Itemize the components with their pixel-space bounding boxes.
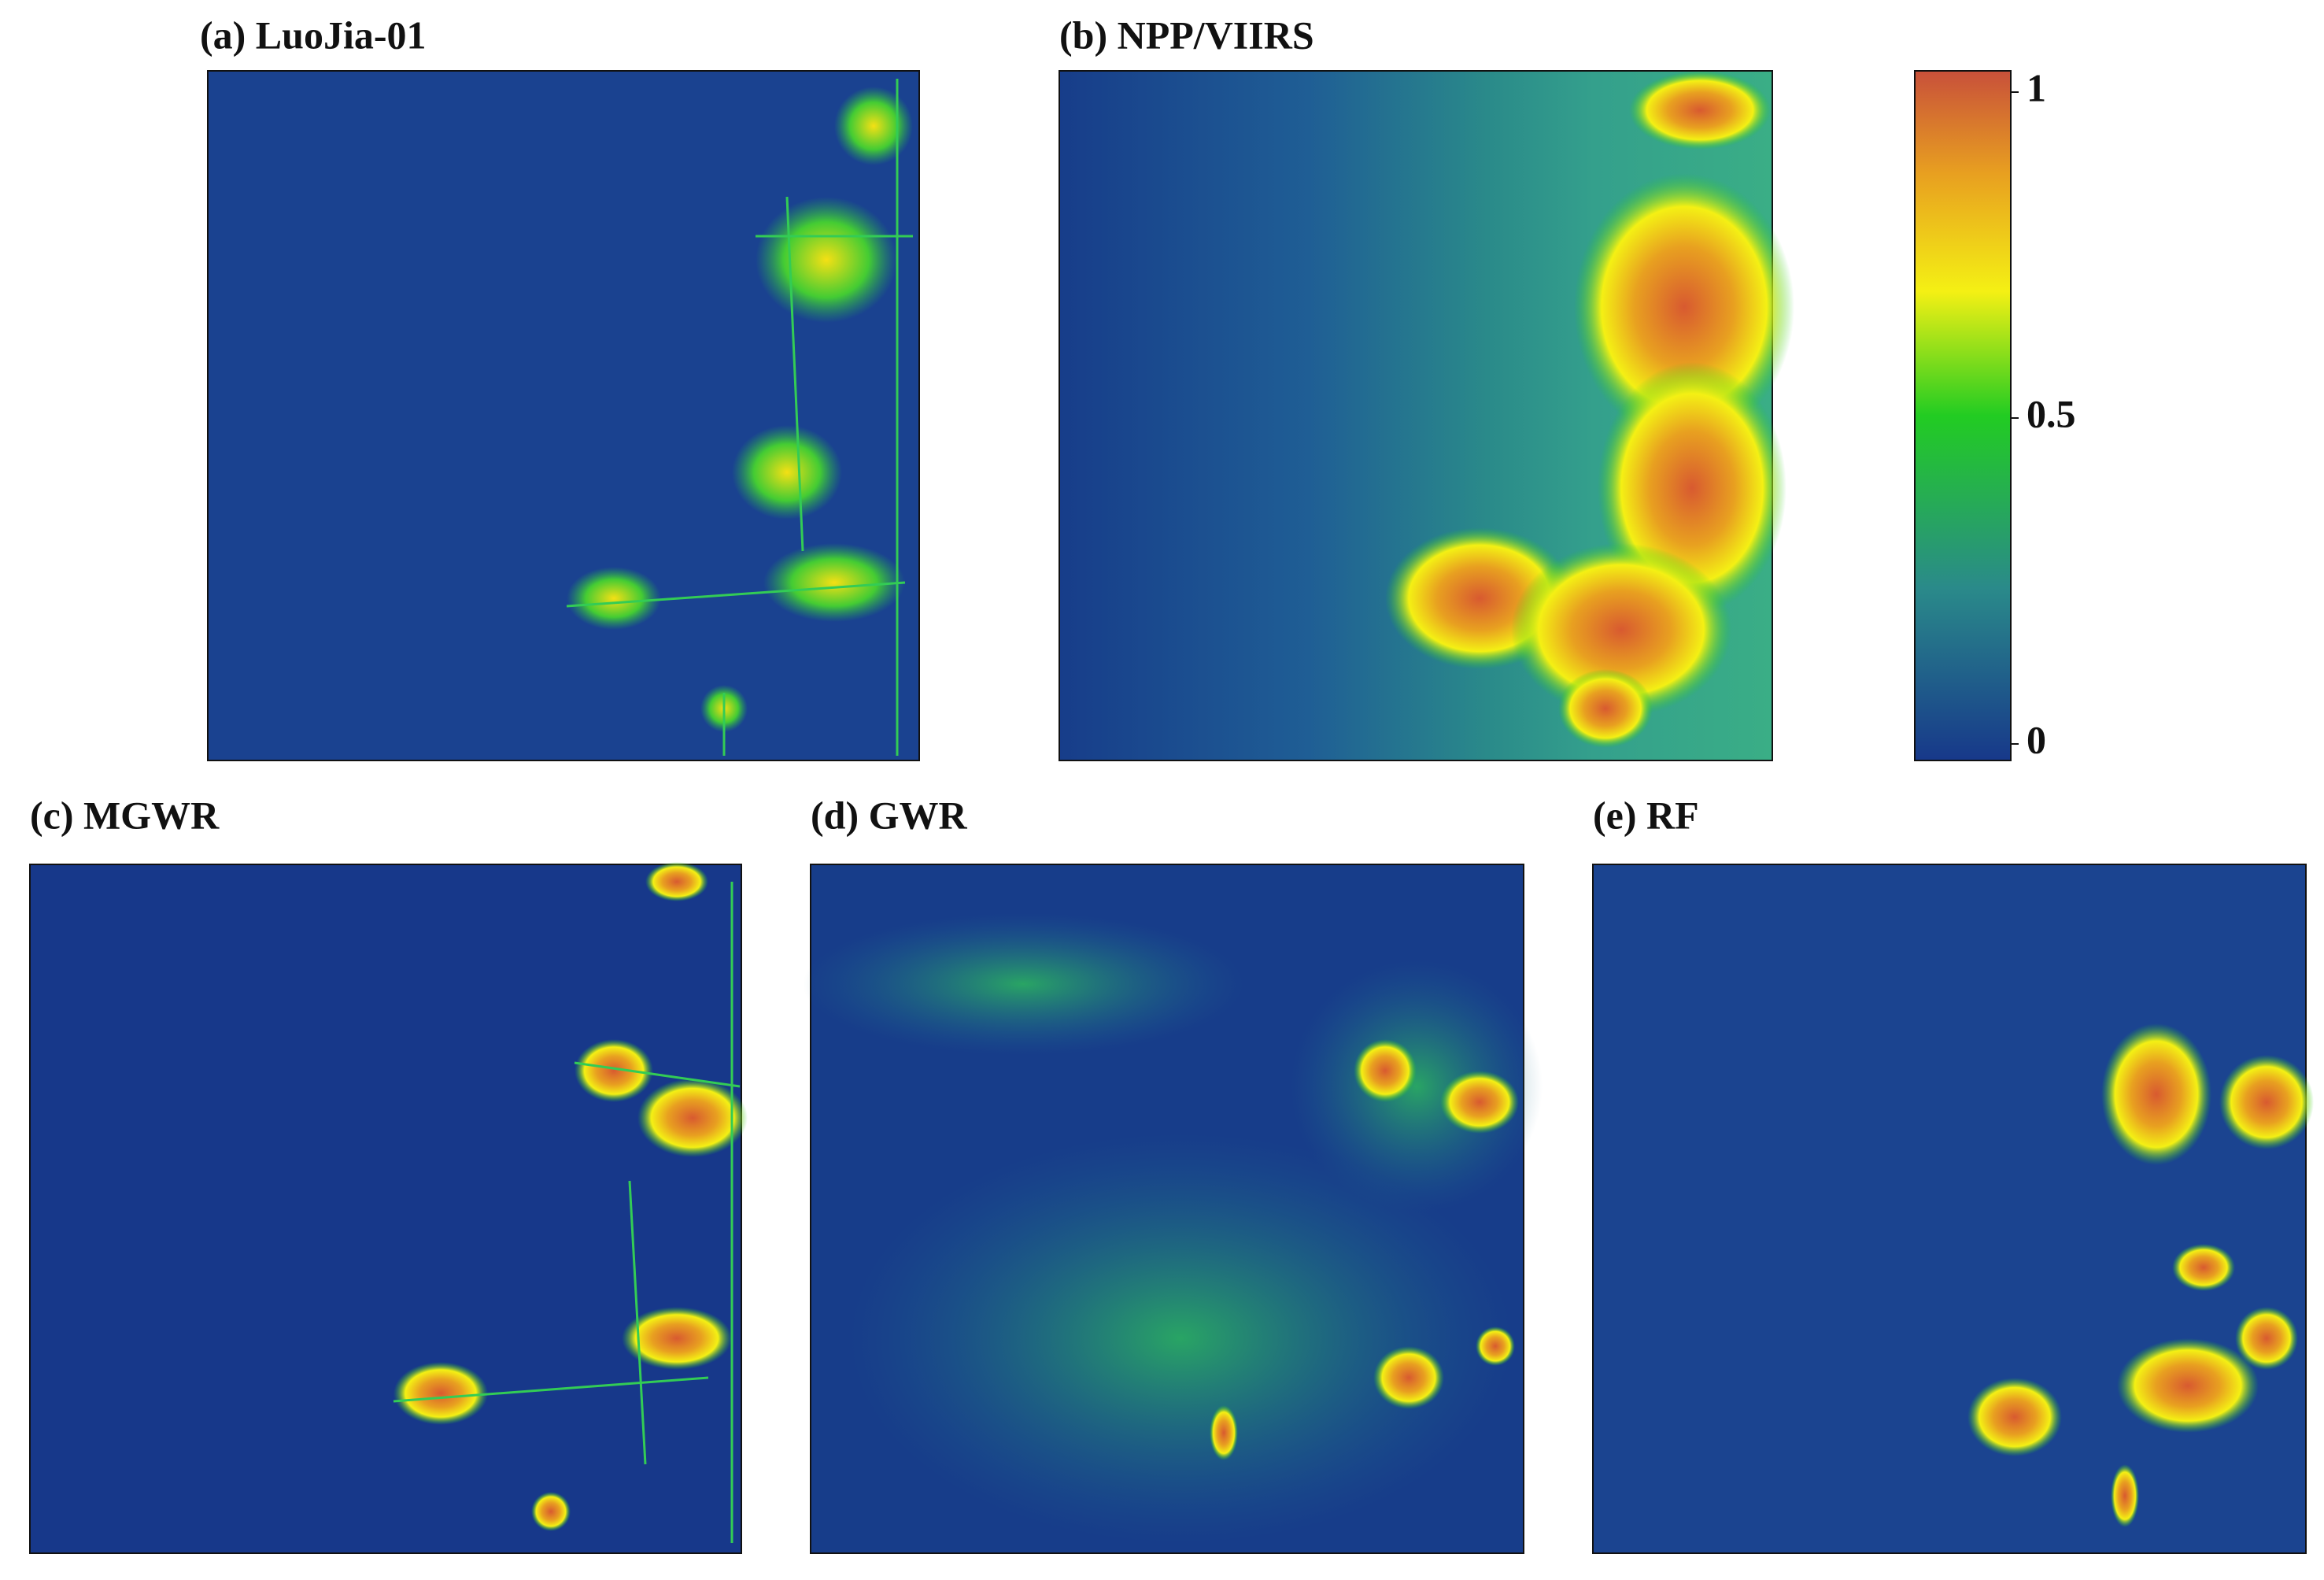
panel-label: (d) GWR bbox=[811, 793, 968, 837]
panel-label: (e) RF bbox=[1593, 793, 1699, 837]
image-d bbox=[803, 864, 1543, 1554]
panel-label: (c) MGWR bbox=[30, 793, 220, 837]
colorbar: 00.51 bbox=[1914, 65, 2076, 761]
colorbar-tick-label: 0.5 bbox=[2027, 391, 2076, 435]
image-a bbox=[207, 70, 920, 761]
colorbar-tick-label: 0 bbox=[2027, 717, 2046, 761]
panel-label: (a) LuoJia-01 bbox=[200, 13, 427, 57]
colorbar-ramp bbox=[1914, 70, 2012, 761]
colorbar-tick-label: 1 bbox=[2027, 65, 2046, 109]
image-b bbox=[1059, 70, 1794, 761]
panel-label: (b) NPP/VIIRS bbox=[1059, 13, 1314, 57]
image-c bbox=[29, 862, 748, 1554]
image-e bbox=[1592, 864, 2314, 1554]
